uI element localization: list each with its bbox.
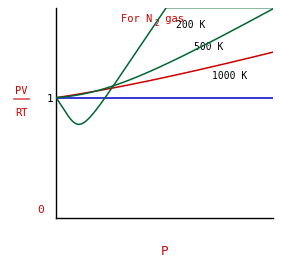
Text: 0: 0 <box>38 205 44 215</box>
Text: For N: For N <box>121 14 152 24</box>
Text: 500 K: 500 K <box>194 42 223 52</box>
Text: gas: gas <box>159 14 184 24</box>
Text: 2: 2 <box>155 19 159 28</box>
Text: PV: PV <box>15 86 28 96</box>
Text: P: P <box>161 245 168 256</box>
Text: 200 K: 200 K <box>176 20 206 30</box>
Text: 1000 K: 1000 K <box>212 71 247 81</box>
Text: RT: RT <box>15 109 28 119</box>
